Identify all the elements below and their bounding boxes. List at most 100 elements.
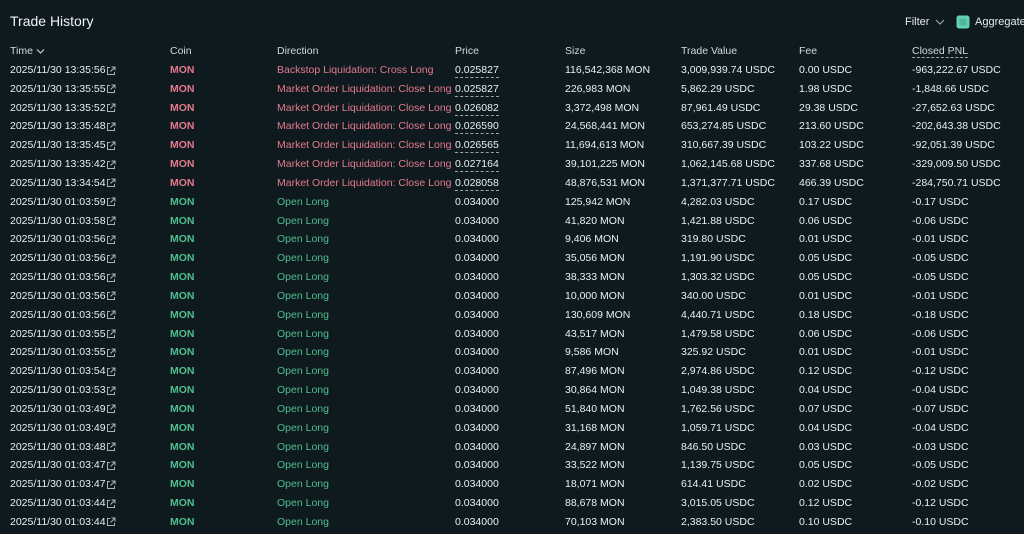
trade-value-cell: 4,282.03 USDC	[681, 195, 755, 208]
price-cell: 0.034000	[455, 271, 499, 284]
time-cell: 2025/11/30 01:03:54	[10, 365, 106, 378]
explorer-link-icon[interactable]	[106, 122, 116, 132]
closed-pnl-cell: -27,652.63 USDC	[912, 101, 995, 114]
size-cell: 9,406 MON	[565, 233, 619, 246]
explorer-link-icon[interactable]	[106, 197, 116, 207]
direction-cell: Backstop Liquidation: Cross Long	[277, 64, 434, 76]
explorer-link-icon[interactable]	[106, 480, 116, 490]
direction-cell: Open Long	[277, 308, 329, 321]
explorer-link-icon[interactable]	[106, 499, 116, 509]
price-cell: 0.034000	[455, 365, 499, 378]
price-cell: 0.034000	[455, 440, 499, 453]
filter-button[interactable]: Filter	[905, 16, 930, 28]
coin-cell: MON	[170, 384, 195, 397]
explorer-link-icon[interactable]	[106, 254, 116, 264]
explorer-link-icon[interactable]	[106, 216, 116, 226]
trade-value-cell: 1,371,377.71 USDC	[681, 176, 775, 189]
explorer-link-icon[interactable]	[106, 517, 116, 527]
price-cell: 0.034000	[455, 421, 499, 434]
explorer-link-icon[interactable]	[106, 310, 116, 320]
fee-cell: 466.39 USDC	[799, 176, 864, 189]
filter-chevron	[935, 19, 945, 25]
explorer-link-icon[interactable]	[106, 84, 116, 94]
explorer-link-icon[interactable]	[106, 329, 116, 339]
column-header: Size	[565, 45, 586, 57]
fee-cell: 0.01 USDC	[799, 346, 853, 359]
trade-value-cell: 5,862.29 USDC	[681, 82, 755, 95]
coin-cell: MON	[170, 289, 195, 302]
direction-cell: Open Long	[277, 233, 329, 246]
fee-cell: 0.02 USDC	[799, 478, 853, 491]
coin-cell: MON	[170, 120, 195, 133]
direction-cell: Open Long	[277, 384, 329, 397]
direction-cell: Open Long	[277, 440, 329, 453]
aggregate-checkbox[interactable]	[956, 15, 970, 29]
explorer-link-icon[interactable]	[106, 423, 116, 433]
coin-cell: MON	[170, 327, 195, 340]
closed-pnl-cell: -0.12 USDC	[912, 365, 969, 378]
coin-cell: MON	[170, 64, 195, 76]
explorer-link-icon[interactable]	[106, 404, 116, 414]
closed-pnl-cell: -0.10 USDC	[912, 515, 969, 528]
sort-chevron	[36, 49, 45, 54]
explorer-link-icon[interactable]	[106, 348, 116, 358]
time-cell: 2025/11/30 13:34:54	[10, 176, 106, 189]
price-cell: 0.034000	[455, 195, 499, 208]
size-cell: 9,586 MON	[565, 346, 619, 359]
fee-cell: 337.68 USDC	[799, 158, 864, 171]
time-cell: 2025/11/30 01:03:56	[10, 289, 106, 302]
fee-cell: 0.04 USDC	[799, 421, 853, 434]
fee-cell: 0.12 USDC	[799, 365, 853, 378]
coin-cell: MON	[170, 402, 195, 415]
time-cell: 2025/11/30 01:03:59	[10, 195, 106, 208]
size-cell: 51,840 MON	[565, 402, 625, 415]
explorer-link-icon[interactable]	[106, 66, 116, 76]
direction-cell: Open Long	[277, 421, 329, 434]
size-cell: 24,897 MON	[565, 440, 625, 453]
explorer-link-icon[interactable]	[106, 273, 116, 283]
closed-pnl-cell: -0.17 USDC	[912, 195, 969, 208]
time-cell: 2025/11/30 13:35:45	[10, 139, 106, 152]
time-cell: 2025/11/30 01:03:58	[10, 214, 106, 227]
explorer-link-icon[interactable]	[106, 442, 116, 452]
coin-cell: MON	[170, 139, 195, 152]
size-cell: 39,101,225 MON	[565, 158, 645, 171]
coin-cell: MON	[170, 421, 195, 434]
explorer-link-icon[interactable]	[106, 461, 116, 471]
price-cell: 0.034000	[455, 346, 499, 359]
size-cell: 125,942 MON	[565, 195, 631, 208]
explorer-link-icon[interactable]	[106, 141, 116, 151]
explorer-link-icon[interactable]	[106, 103, 116, 113]
closed-pnl-cell: -0.06 USDC	[912, 327, 969, 340]
explorer-link-icon[interactable]	[106, 367, 116, 377]
trade-value-cell: 1,059.71 USDC	[681, 421, 755, 434]
fee-cell: 0.00 USDC	[799, 64, 853, 76]
trade-value-cell: 1,303.32 USDC	[681, 271, 755, 284]
aggregate-label[interactable]: Aggregate	[975, 16, 1024, 28]
direction-cell: Open Long	[277, 289, 329, 302]
trade-value-cell: 1,421.88 USDC	[681, 214, 755, 227]
explorer-link-icon[interactable]	[106, 386, 116, 396]
time-cell: 2025/11/30 01:03:53	[10, 384, 106, 397]
price-cell: 0.034000	[455, 402, 499, 415]
trade-value-cell: 846.50 USDC	[681, 440, 746, 453]
explorer-link-icon[interactable]	[106, 178, 116, 188]
fee-cell: 0.01 USDC	[799, 289, 853, 302]
time-cell: 2025/11/30 01:03:56	[10, 271, 106, 284]
coin-cell: MON	[170, 459, 195, 472]
trade-value-cell: 1,049.38 USDC	[681, 384, 755, 397]
price-cell: 0.034000	[455, 289, 499, 302]
direction-cell: Market Order Liquidation: Close Long	[277, 139, 452, 152]
explorer-link-icon[interactable]	[106, 291, 116, 301]
explorer-link-icon[interactable]	[106, 160, 116, 170]
size-cell: 11,694,613 MON	[565, 139, 645, 152]
explorer-link-icon[interactable]	[106, 235, 116, 245]
size-cell: 116,542,368 MON	[565, 64, 651, 76]
coin-cell: MON	[170, 252, 195, 265]
size-cell: 87,496 MON	[565, 365, 625, 378]
column-header: Direction	[277, 45, 319, 57]
fee-cell: 0.05 USDC	[799, 252, 853, 265]
direction-cell: Market Order Liquidation: Close Long	[277, 101, 452, 114]
coin-cell: MON	[170, 158, 195, 171]
fee-cell: 0.12 USDC	[799, 497, 853, 510]
